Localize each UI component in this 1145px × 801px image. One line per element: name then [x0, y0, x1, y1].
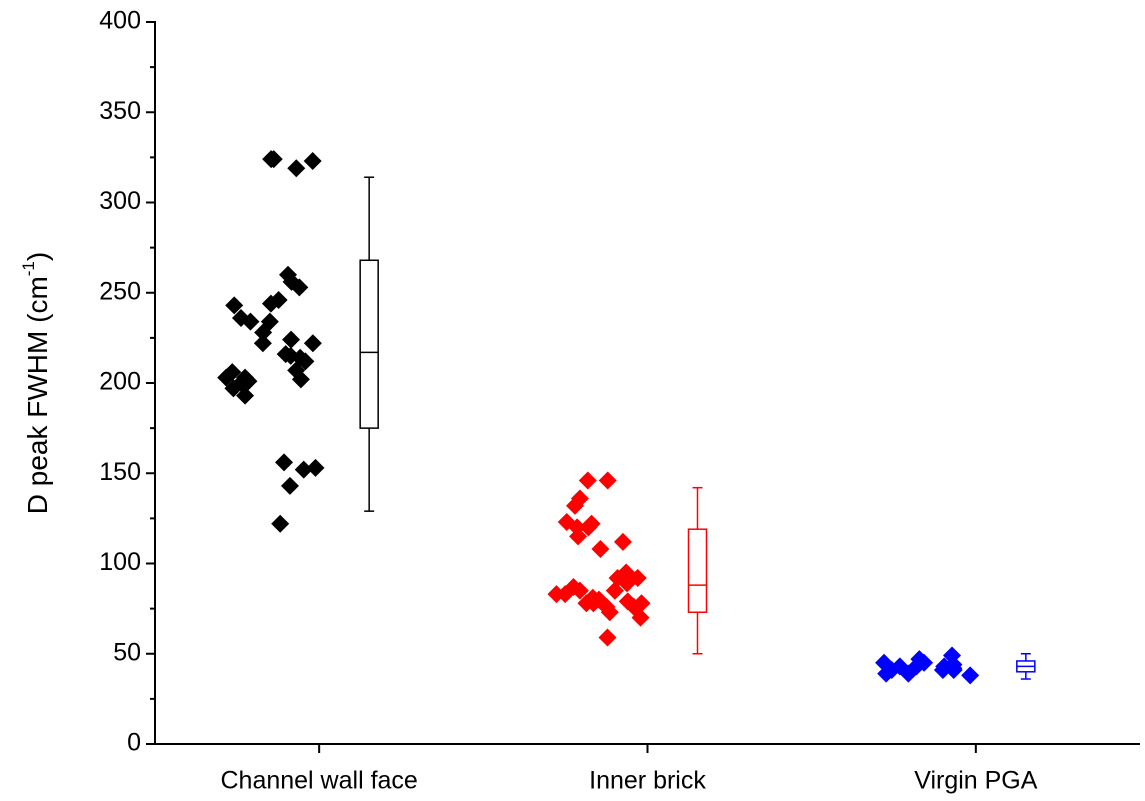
- point: [608, 568, 627, 587]
- point: [578, 471, 597, 490]
- y-tick-label: 350: [99, 97, 141, 125]
- point: [583, 588, 602, 607]
- point: [591, 540, 610, 559]
- y-tick-label: 250: [99, 277, 141, 305]
- x-tick-label: Virgin PGA: [914, 767, 1038, 795]
- point: [565, 496, 584, 515]
- point: [282, 330, 301, 349]
- point: [570, 581, 589, 600]
- y-label-end: ): [22, 252, 53, 261]
- point: [306, 458, 325, 477]
- y-tick-label: 400: [99, 7, 141, 35]
- point: [296, 352, 315, 371]
- point: [605, 581, 624, 600]
- y-tick-label: 50: [113, 638, 141, 666]
- point: [224, 379, 243, 398]
- y-tick-label: 0: [127, 729, 141, 757]
- point: [303, 334, 322, 353]
- point: [275, 453, 294, 472]
- point: [280, 476, 299, 495]
- point: [598, 471, 617, 490]
- x-tick-label: Inner brick: [589, 767, 706, 795]
- point: [264, 150, 283, 169]
- point: [547, 585, 566, 604]
- point: [961, 666, 980, 685]
- y-tick-label: 200: [99, 368, 141, 396]
- point: [613, 532, 632, 551]
- point: [597, 597, 616, 616]
- point: [239, 372, 258, 391]
- y-tick-label: 150: [99, 458, 141, 486]
- point: [261, 294, 280, 313]
- point: [303, 151, 322, 170]
- point: [236, 386, 255, 405]
- point: [579, 518, 598, 537]
- point: [882, 660, 901, 679]
- point: [569, 527, 588, 546]
- point: [291, 370, 310, 389]
- point: [907, 657, 926, 676]
- y-axis-label: D peak FWHM (cm-1): [19, 252, 53, 514]
- point: [631, 608, 650, 627]
- point: [217, 368, 236, 387]
- point: [287, 159, 306, 178]
- point: [276, 345, 295, 364]
- point: [944, 660, 963, 679]
- y-label-sup: -1: [19, 261, 38, 276]
- point: [225, 296, 244, 315]
- point: [598, 628, 617, 647]
- point: [253, 334, 272, 353]
- y-tick-label: 100: [99, 548, 141, 576]
- point: [290, 278, 309, 297]
- point: [628, 568, 647, 587]
- point: [294, 460, 313, 479]
- box: [687, 528, 708, 613]
- box: [359, 259, 379, 429]
- point: [241, 312, 260, 331]
- x-tick-label: Channel wall face: [220, 767, 417, 795]
- y-label-text: D peak FWHM (cm: [22, 276, 53, 514]
- point: [254, 323, 273, 342]
- y-tick-label: 300: [99, 187, 141, 215]
- point: [271, 514, 290, 533]
